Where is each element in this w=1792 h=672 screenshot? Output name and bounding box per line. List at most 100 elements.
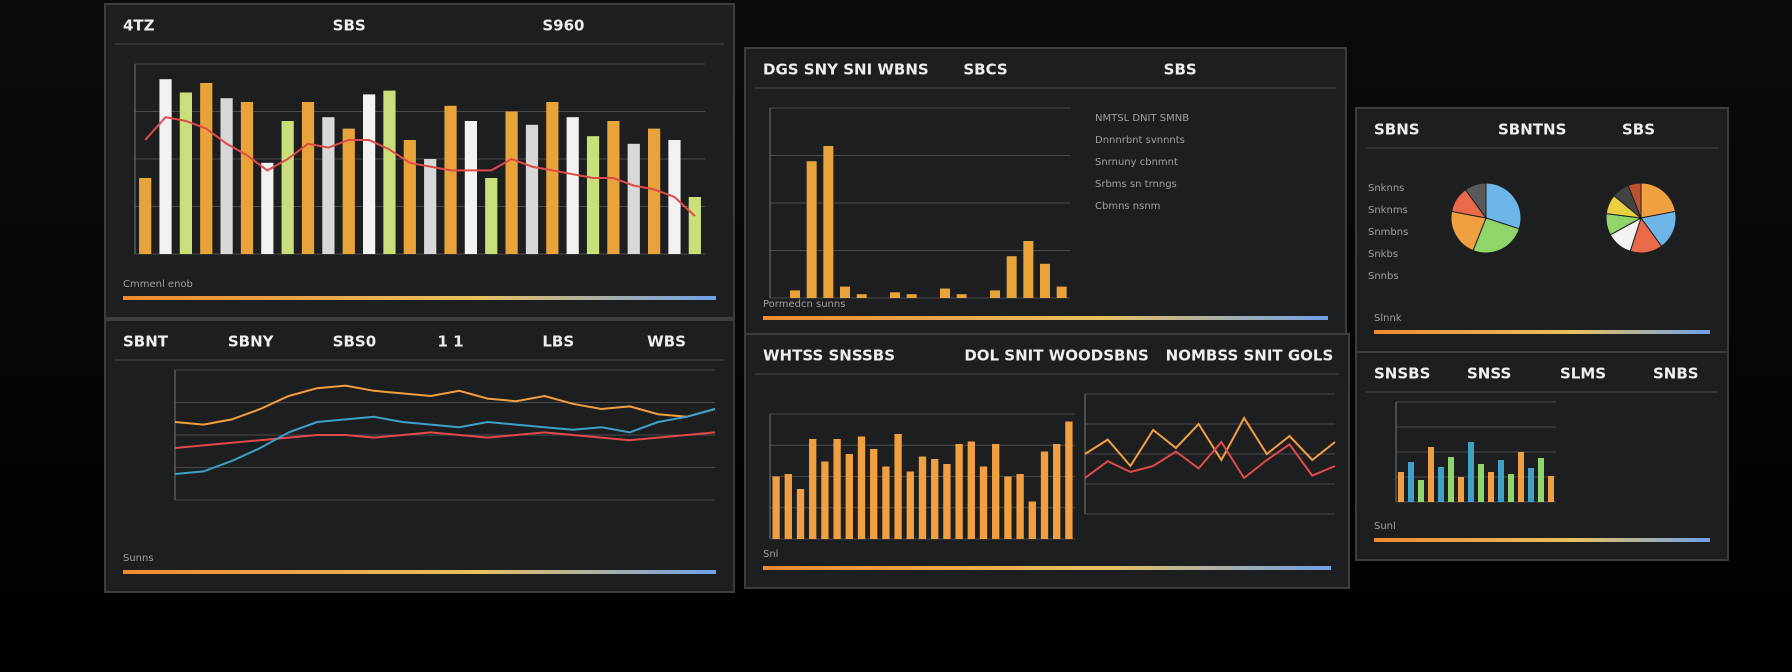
line-series [1084,416,1336,468]
bar [139,178,152,254]
pie-slice [1450,210,1487,252]
panel-caption: Slnnk [1374,313,1402,324]
bar [1548,476,1554,502]
bar [940,288,950,298]
line-series [174,384,716,426]
progress-bar [123,296,716,300]
bar [870,449,878,539]
bar [342,128,355,254]
bar [1508,474,1514,502]
bar [894,434,902,539]
panel-caption: Sunl [1374,521,1396,532]
line-series [174,431,716,449]
panel-caption: Snl [763,549,778,560]
bar [882,466,890,539]
bar [906,294,917,298]
bar [856,294,867,298]
bar [159,79,172,254]
panel-caption: Pormedcn sunns [763,299,845,310]
panel: WHTSS SNSSBS DOL SNIT WOODSBNS NOMBSS SNIT… [744,333,1350,589]
panel-header: SNSBS [1374,365,1430,383]
panel-frame [1355,351,1729,561]
bar [1418,480,1424,502]
panel-header: SLMS [1560,365,1606,383]
bar [931,459,939,539]
panel-header: DGS SNY SNI WBNS [763,61,929,79]
bar [821,461,829,539]
bar [1428,447,1434,502]
progress-bar [123,570,716,574]
bar [1398,472,1404,502]
pie-slice [1472,217,1520,254]
bar [918,456,927,539]
bar [1458,477,1464,502]
bar [1040,451,1049,539]
panel-header: WBS [647,333,686,351]
pie-slice [1485,182,1522,230]
bar [1528,468,1534,502]
bar [1488,472,1494,502]
bar [833,439,841,539]
bar [1448,457,1454,502]
bar [1438,467,1444,502]
bar [607,121,620,254]
bar [1016,474,1024,539]
pie-slice [1464,182,1487,220]
bar [505,111,518,254]
panel: SNSBS SNSS SLMS SNBS Sunl [1355,351,1729,561]
line-series [1084,440,1336,480]
panel-header: DOL SNIT WOODSBNS [964,347,1148,365]
bar [485,178,498,254]
bar [857,436,866,539]
progress-bar [1374,538,1710,542]
bar [1040,263,1050,298]
bar [220,98,233,254]
bar [1518,452,1524,502]
panel-header: SBNY [228,333,275,351]
bar [464,121,477,254]
bar [1028,501,1036,539]
bar [1004,476,1012,539]
pie-slice [1627,182,1642,219]
bar [943,464,951,539]
panel-header: NOMBSS SNIT GOLS [1166,347,1334,365]
bar [444,105,457,254]
bar [179,92,192,254]
bar [990,290,1000,298]
progress-bar [1374,330,1710,334]
panel: 4TZ SBS S960 Cmmenl enob [104,3,735,319]
panel-header: SBNT [123,333,169,351]
pie-slice [1640,182,1676,219]
bar [784,474,792,539]
panel-frame [104,319,735,593]
bar [383,90,396,254]
side-label: Snmbns [1368,227,1408,238]
panel-header: SNBS [1653,365,1699,383]
trend-line [144,116,696,217]
bar [240,102,254,254]
bar [627,143,640,254]
bar [906,471,914,539]
panel-header: WHTSS SNSSBS [763,347,895,365]
bar [992,444,1000,539]
panel-header: SBNTNS [1498,121,1566,139]
bar [281,121,294,254]
bar [796,489,805,539]
bar [1006,256,1017,298]
bar [1498,460,1504,502]
bar [200,83,213,254]
panel: DGS SNY SNI WBNS SBCS SBS Pormedcn sunns NMT… [744,47,1347,339]
side-label: Snkbs [1368,249,1398,260]
bar [301,102,315,254]
bar [648,128,661,254]
panel-header: SBNS [1374,121,1420,139]
progress-bar [763,566,1331,570]
panel-caption: Sunns [123,553,154,564]
bar [424,159,437,254]
bar [1538,458,1544,502]
panel-header: SNSS [1467,365,1511,383]
bar [1023,241,1034,298]
panel-header: SBCS [963,61,1007,79]
bar [979,466,988,539]
bar [772,476,780,539]
